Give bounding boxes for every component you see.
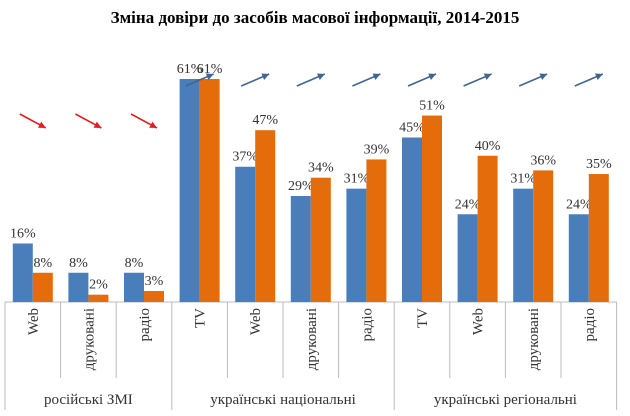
bar-series2 <box>199 79 220 302</box>
arrowhead-icon <box>316 73 325 80</box>
category-label: друковані <box>304 308 320 370</box>
arrowhead-icon <box>149 121 157 128</box>
category-label: радіо <box>359 308 375 341</box>
arrowhead-icon <box>428 73 436 80</box>
category-label: TV <box>193 308 209 328</box>
bar-series2 <box>310 177 331 302</box>
category-label: Web <box>248 308 264 335</box>
bar-series2 <box>88 294 109 302</box>
category-label: радіо <box>137 308 153 341</box>
bar-series1 <box>568 214 589 302</box>
data-label: 36% <box>530 153 556 168</box>
data-label: 8% <box>33 256 52 271</box>
data-label: 29% <box>288 179 314 194</box>
bar-series1 <box>290 195 311 302</box>
group-label: українські національні <box>210 392 356 408</box>
category-label: радіо <box>582 308 598 341</box>
group-label: російські ЗМІ <box>44 392 133 408</box>
data-label: 34% <box>308 161 334 176</box>
category-label: TV <box>415 308 431 328</box>
data-label: 24% <box>566 197 592 212</box>
data-label: 24% <box>455 197 481 212</box>
chart-title: Зміна довіри до засобів масової інформац… <box>110 8 520 27</box>
arrowhead-icon <box>483 73 492 80</box>
category-label: друковані <box>81 308 97 370</box>
bar-series1 <box>235 166 256 302</box>
data-label: 61% <box>177 62 203 77</box>
bar-series2 <box>366 159 387 302</box>
category-label: Web <box>471 308 487 335</box>
group-label: українські регіональні <box>434 392 577 408</box>
arrowhead-icon <box>205 73 214 80</box>
data-label: 39% <box>364 142 390 157</box>
bar-series2 <box>588 174 609 302</box>
arrowhead-icon <box>37 121 46 128</box>
data-label: 8% <box>69 256 88 271</box>
data-label: 47% <box>252 113 278 128</box>
category-label: друковані <box>526 308 542 370</box>
bar-series1 <box>513 188 534 302</box>
bar-series1 <box>402 137 422 302</box>
bar-series2 <box>477 155 498 302</box>
data-label: 8% <box>125 256 144 271</box>
arrowhead-icon <box>261 73 270 80</box>
data-label: 37% <box>232 150 258 165</box>
data-label: 45% <box>399 120 425 135</box>
bar-series2 <box>422 115 442 303</box>
data-label: 3% <box>145 274 164 289</box>
arrowhead-icon <box>93 121 102 128</box>
data-label: 51% <box>419 99 445 114</box>
bar-series2 <box>533 170 554 302</box>
bar-series1 <box>346 188 367 302</box>
bar-series1 <box>124 272 144 302</box>
data-label: 16% <box>10 227 36 242</box>
bar-series1 <box>179 79 200 302</box>
category-label: Web <box>26 308 42 335</box>
arrowhead-icon <box>539 73 548 80</box>
data-label: 2% <box>89 278 108 293</box>
bar-series1 <box>68 272 89 302</box>
bar-series2 <box>144 291 164 302</box>
bar-series1 <box>12 243 33 302</box>
data-label: 61% <box>197 62 223 77</box>
data-label: 31% <box>510 172 536 187</box>
bar-series1 <box>457 214 478 302</box>
bar-series2 <box>255 130 276 302</box>
bar-series2 <box>32 272 53 302</box>
arrowhead-icon <box>372 73 381 80</box>
arrowhead-icon <box>594 73 603 80</box>
data-label: 31% <box>344 172 370 187</box>
data-label: 35% <box>586 157 612 172</box>
data-label: 40% <box>475 139 501 154</box>
